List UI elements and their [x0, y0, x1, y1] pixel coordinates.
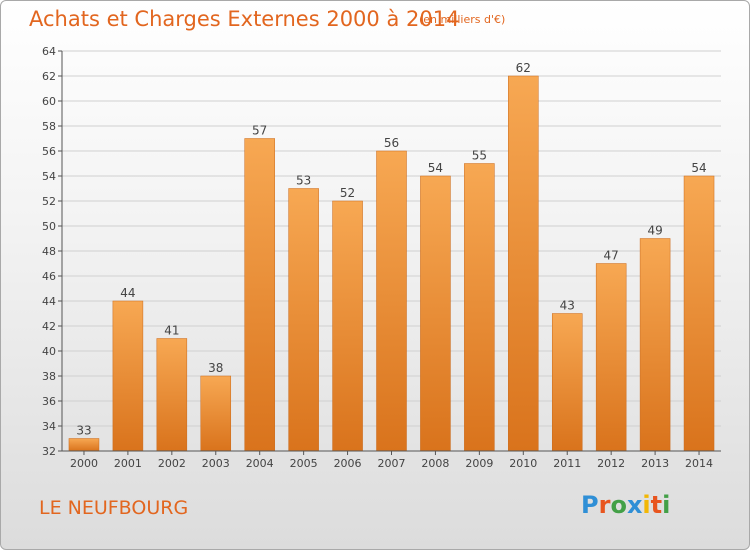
x-tick-label-2011: 2011	[553, 457, 581, 470]
bar-2000	[68, 438, 100, 452]
y-tick-label: 52	[42, 195, 56, 208]
y-tick-label: 50	[42, 220, 56, 233]
data-label-2012: 47	[604, 249, 619, 263]
y-tick-label: 48	[42, 245, 56, 258]
bar-2004	[244, 138, 275, 452]
y-tick-label: 36	[42, 395, 56, 408]
logo-letter: t	[650, 491, 663, 519]
data-label-2000: 33	[76, 424, 91, 438]
data-label-2001: 44	[120, 286, 135, 300]
data-label-2003: 38	[208, 361, 223, 375]
data-labels: 33 44 41 38 57 53 52 56 54 55 62 43 47 49 54	[76, 61, 706, 438]
data-label-2006: 52	[340, 186, 355, 200]
logo-letter: r	[598, 491, 611, 519]
y-tick-label: 32	[42, 445, 56, 458]
x-tick-label-2013: 2013	[641, 457, 669, 470]
y-tick-label: 62	[42, 70, 56, 83]
x-tick-label-2003: 2003	[202, 457, 230, 470]
x-tick-label-2000: 2000	[70, 457, 98, 470]
y-tick-label: 44	[42, 295, 56, 308]
data-label-2004: 57	[252, 124, 267, 138]
data-label-2013: 49	[647, 224, 662, 238]
bar-2012	[595, 263, 627, 452]
y-tick-label: 58	[42, 120, 56, 133]
location-label: LE NEUFBOURG	[39, 497, 189, 519]
axes: 32 34 36 38 40 42 44 46 48 50 52 54 56 58 60 62 64 2000 20…	[42, 45, 721, 470]
x-tick-label-2012: 2012	[597, 457, 625, 470]
bar-2009	[464, 163, 495, 452]
y-tick-label: 64	[42, 45, 56, 58]
proxiti-logo[interactable]: Proxiti	[581, 491, 670, 519]
x-tick-label-2008: 2008	[421, 457, 449, 470]
data-label-2010: 62	[516, 61, 531, 75]
bars	[68, 75, 715, 452]
x-tick-label-2014: 2014	[685, 457, 713, 470]
bar-2001	[112, 300, 144, 452]
bar-2008	[420, 175, 451, 452]
y-tick-label: 56	[42, 145, 56, 158]
y-tick-label: 60	[42, 95, 56, 108]
bar-2010	[508, 75, 539, 452]
x-tick-label-2001: 2001	[114, 457, 142, 470]
bar-2006	[332, 200, 363, 452]
y-tick-label: 38	[42, 370, 56, 383]
data-label-2008: 54	[428, 161, 443, 175]
logo-letter: i	[662, 491, 671, 519]
logo-letter: P	[581, 491, 599, 519]
data-label-2014: 54	[691, 161, 706, 175]
chart-title: Achats et Charges Externes 2000 à 2014	[29, 7, 460, 31]
x-tick-label-2002: 2002	[158, 457, 186, 470]
bar-2007	[376, 150, 407, 452]
bar-2014	[683, 175, 715, 452]
data-label-2002: 41	[164, 324, 179, 338]
logo-letter: o	[610, 491, 627, 519]
x-tick-label-2007: 2007	[378, 457, 406, 470]
x-tick-label-2010: 2010	[509, 457, 537, 470]
bar-2003	[200, 375, 232, 452]
x-tick-label-2009: 2009	[465, 457, 493, 470]
y-tick-label: 54	[42, 170, 56, 183]
y-tick-label: 34	[42, 420, 56, 433]
bar-2011	[551, 313, 583, 452]
logo-letter: x	[626, 491, 643, 519]
data-label-2009: 55	[472, 149, 487, 163]
bar-2005	[288, 188, 319, 452]
bar-2002	[156, 338, 188, 452]
y-tick-label: 42	[42, 320, 56, 333]
y-tick-label: 46	[42, 270, 56, 283]
x-tick-label-2005: 2005	[290, 457, 318, 470]
x-tick-label-2006: 2006	[334, 457, 362, 470]
logo-letter: i	[642, 491, 651, 519]
y-tick-label: 40	[42, 345, 56, 358]
x-tick-label-2004: 2004	[246, 457, 274, 470]
bar-2013	[639, 238, 671, 452]
chart-subtitle: (en milliers d'€)	[419, 13, 506, 26]
data-label-2011: 43	[560, 299, 575, 313]
data-label-2007: 56	[384, 136, 399, 150]
data-label-2005: 53	[296, 174, 311, 188]
